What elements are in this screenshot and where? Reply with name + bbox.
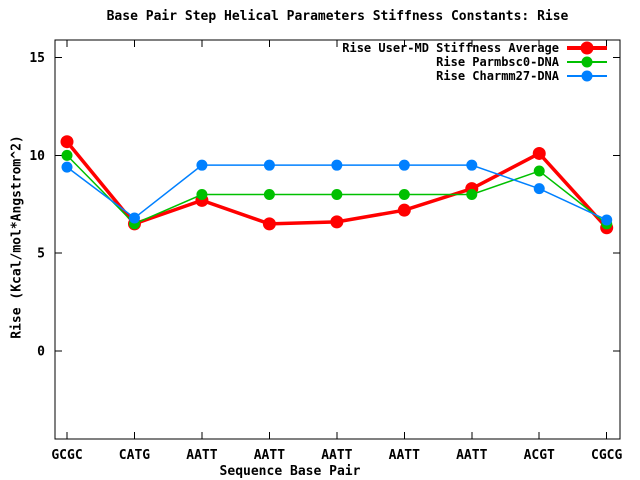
legend-entry: Rise Charmm27-DNA [342,69,607,83]
y-axis-label: Rise (Kcal/mol*Angstrom^2) [9,135,25,339]
series-marker [330,215,344,229]
series-marker [533,165,545,177]
plot-border [54,39,621,440]
legend: Rise User-MD Stiffness Average Rise Parm… [342,41,607,83]
series-marker [262,217,276,231]
series-marker [196,189,208,201]
series-marker [61,149,73,161]
legend-sample [567,69,607,83]
y-tick-label: 0 [37,344,45,359]
x-tick-label: AATT [389,448,420,463]
x-tick-label: CATG [119,448,150,463]
series-marker [601,214,613,226]
y-tick-label: 10 [29,149,45,164]
series-marker [263,159,275,171]
x-tick-label: AATT [456,448,487,463]
series-marker [532,146,546,160]
series-marker [60,135,74,149]
x-axis-label: Sequence Base Pair [219,464,361,479]
legend-marker-dot [581,56,593,68]
series-marker [196,159,208,171]
series-marker [128,212,140,224]
chart-title: Base Pair Step Helical Parameters Stiffn… [106,9,569,24]
legend-label: Rise Charmm27-DNA [436,69,559,83]
legend-entry: Rise Parmbsc0-DNA [342,55,607,69]
legend-label: Rise User-MD Stiffness Average [342,41,559,55]
x-tick-label: ACGT [524,448,555,463]
series-marker [466,189,478,201]
legend-sample [567,41,607,55]
legend-sample [567,55,607,69]
x-tick-label: AATT [321,448,352,463]
x-tick-label: AATT [254,448,285,463]
x-tick-label: CGCG [591,448,622,463]
series-marker [398,159,410,171]
legend-label: Rise Parmbsc0-DNA [436,55,559,69]
y-tick-label: 5 [37,247,45,262]
series-marker [263,189,275,201]
series-marker [331,189,343,201]
series-marker [398,189,410,201]
y-tick-label: 15 [29,51,45,66]
legend-marker-dot [580,41,594,55]
legend-marker-dot [581,70,593,82]
series-marker [533,183,545,195]
legend-entry: Rise User-MD Stiffness Average [342,41,607,55]
series-marker [466,159,478,171]
series-marker [61,161,73,173]
series-marker [331,159,343,171]
x-tick-label: GCGC [51,448,82,463]
series-marker [397,203,411,217]
x-tick-label: AATT [186,448,217,463]
